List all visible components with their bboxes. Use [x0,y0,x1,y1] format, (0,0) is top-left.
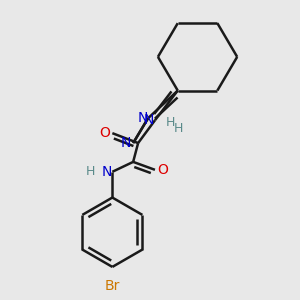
Text: N: N [144,113,154,127]
Text: N: N [138,111,148,125]
Text: O: O [157,163,168,177]
Text: N: N [121,136,131,150]
Text: H: H [174,122,183,135]
Text: H: H [166,116,175,129]
Text: H: H [86,165,95,178]
Text: N: N [102,165,112,179]
Text: O: O [100,126,110,140]
Text: Br: Br [105,279,120,293]
